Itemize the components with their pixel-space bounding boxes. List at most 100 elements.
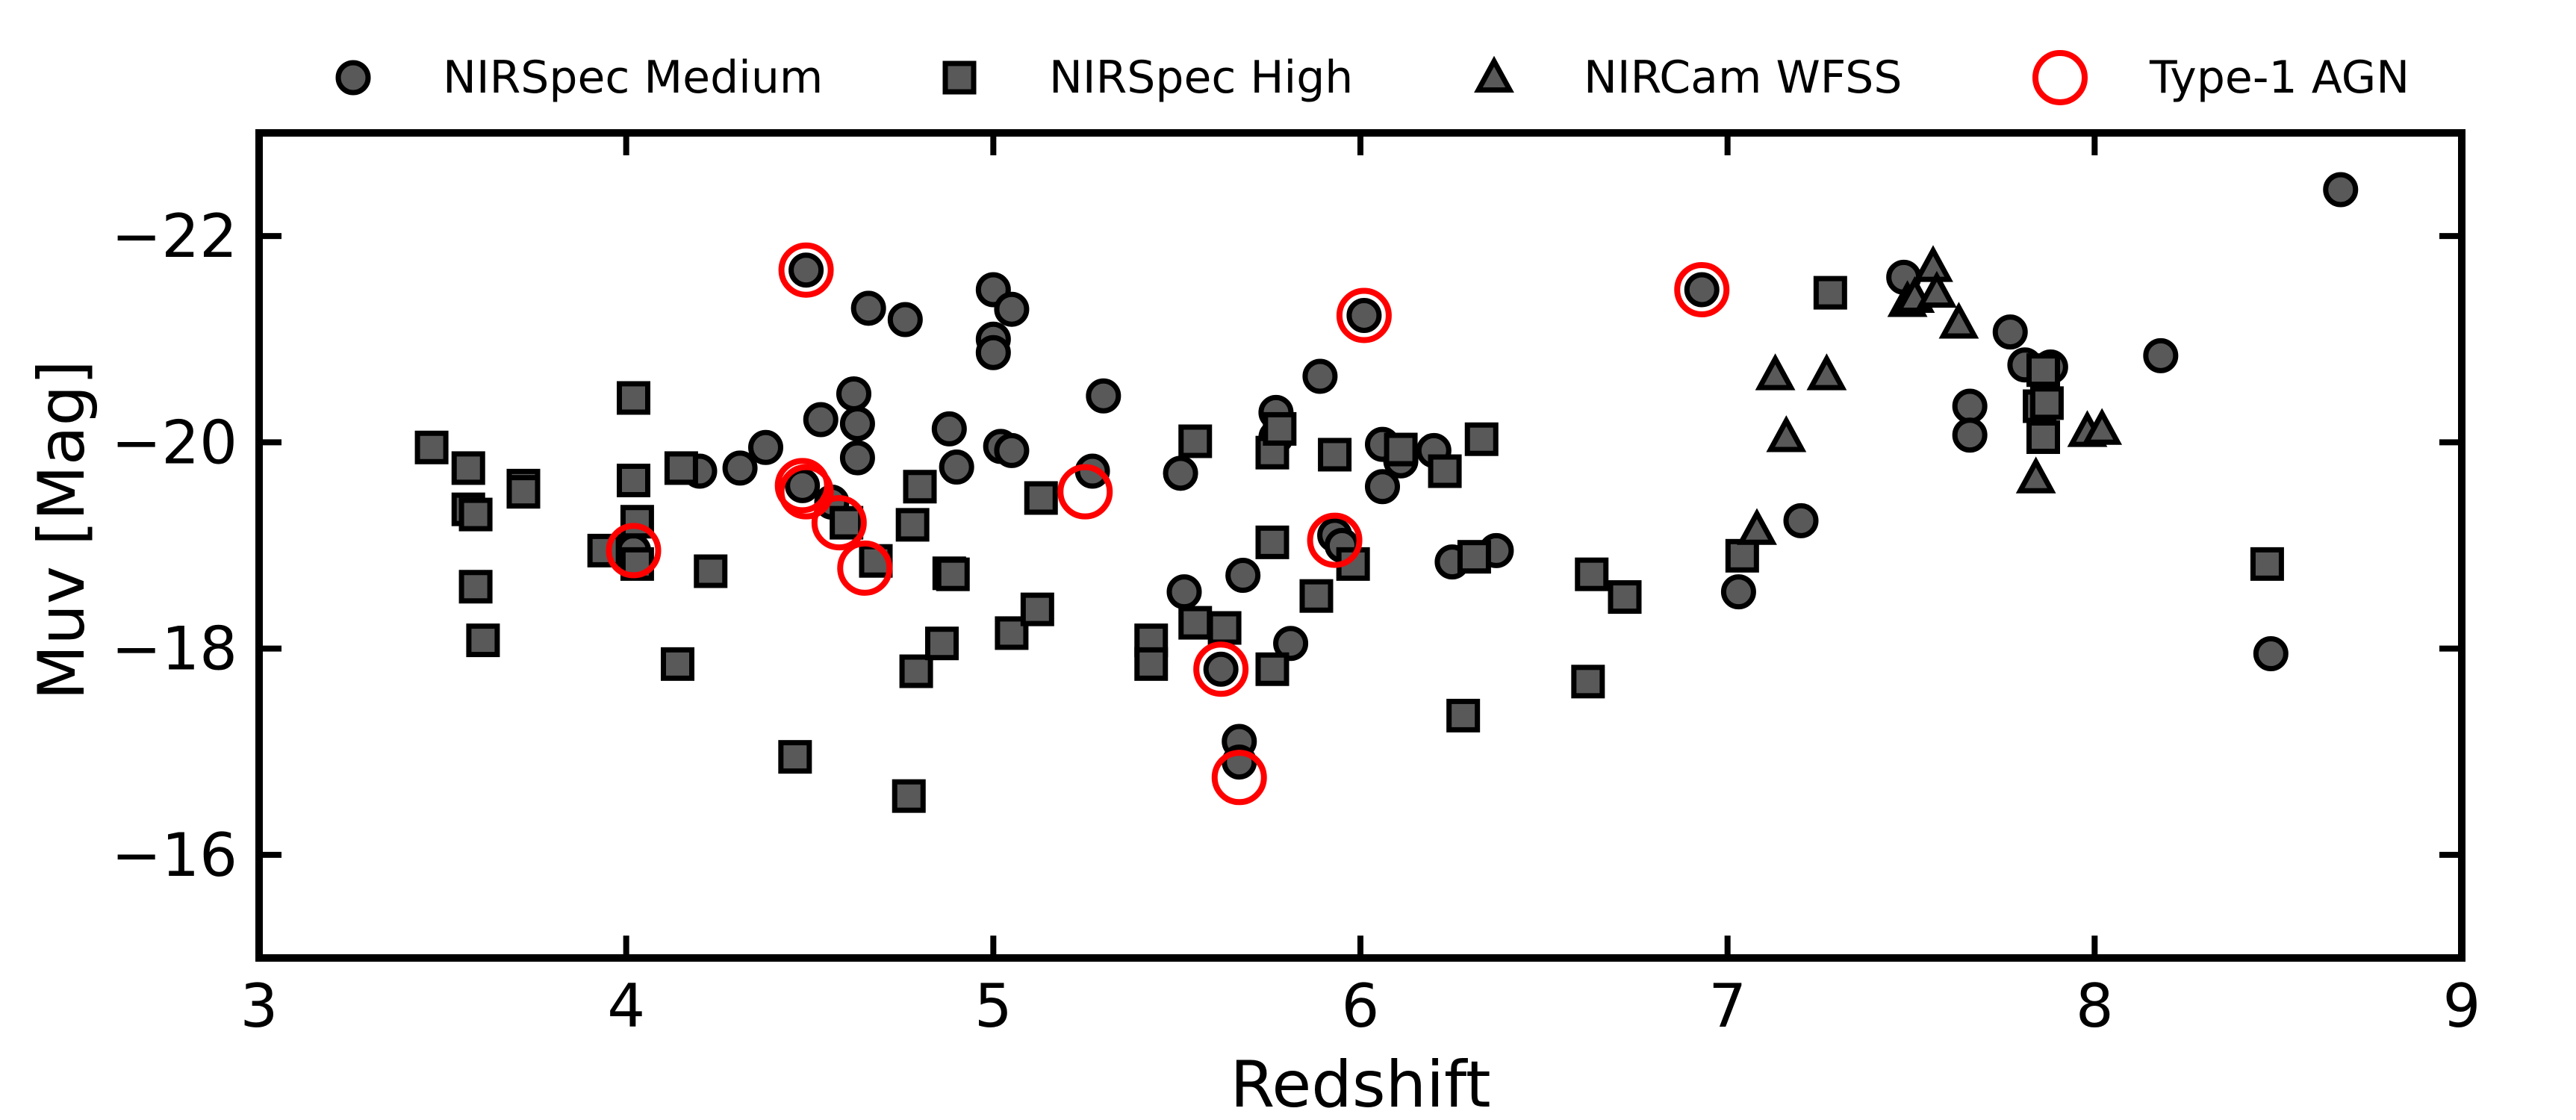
legend-label: NIRCam WFSS bbox=[1584, 52, 1902, 104]
data-point-nirspec-medium bbox=[975, 335, 1011, 370]
data-point-nirspec-high bbox=[1464, 422, 1499, 456]
data-point-nirspec-high bbox=[1428, 454, 1462, 488]
legend-marker-type-1-agn bbox=[2032, 50, 2088, 105]
data-point-nirspec-high bbox=[778, 740, 812, 774]
y-tick-label: −22 bbox=[111, 202, 237, 271]
data-point-nirspec-medium bbox=[803, 402, 839, 438]
data-point-nirspec-medium bbox=[939, 449, 974, 485]
data-point-nircam-wfss bbox=[1938, 302, 1979, 339]
data-point-nirspec-high bbox=[664, 451, 698, 485]
data-point-nirspec-high bbox=[1446, 698, 1481, 732]
legend-marker-nirspec-medium bbox=[335, 60, 371, 96]
legend-marker-nirspec-high bbox=[942, 60, 977, 95]
data-point-nirspec-medium bbox=[836, 376, 871, 411]
data-point-nirspec-high bbox=[617, 381, 650, 415]
data-point-type-1-agn bbox=[811, 495, 867, 551]
data-point-nirspec-medium bbox=[788, 252, 824, 288]
data-point-nirspec-high bbox=[936, 557, 970, 591]
x-tick-label: 7 bbox=[1708, 971, 1746, 1041]
data-point-nirspec-high bbox=[1263, 411, 1297, 446]
data-point-type-1-agn bbox=[778, 242, 834, 298]
legend-marker-nircam-wfss bbox=[1474, 55, 1514, 93]
data-point-type-1-agn bbox=[1674, 261, 1730, 317]
data-point-nirspec-high bbox=[1575, 557, 1609, 591]
legend-label: Type-1 AGN bbox=[2149, 52, 2409, 104]
legend-item-nircam-wfss: NIRCam WFSS bbox=[1474, 52, 1902, 104]
data-point-type-1-agn bbox=[1211, 750, 1267, 806]
x-tick-label: 8 bbox=[2076, 971, 2114, 1041]
data-point-nirspec-high bbox=[1571, 665, 1605, 699]
data-point-nirspec-high bbox=[1813, 276, 1847, 310]
x-tick-label: 5 bbox=[974, 971, 1012, 1041]
data-point-nirspec-high bbox=[1207, 611, 1242, 645]
data-point-nirspec-medium bbox=[1992, 314, 2028, 350]
data-point-nirspec-medium bbox=[1225, 558, 1261, 594]
data-point-nirspec-high bbox=[1255, 525, 1289, 559]
data-point-nirspec-medium bbox=[850, 290, 886, 326]
data-point-nirspec-medium bbox=[887, 302, 923, 337]
y-tick-label: −20 bbox=[111, 408, 237, 477]
data-point-nirspec-high bbox=[892, 779, 926, 813]
data-point-nircam-wfss bbox=[1755, 353, 1796, 391]
data-point-nirspec-high bbox=[1299, 579, 1334, 613]
data-point-nirspec-medium bbox=[1273, 626, 1309, 662]
legend-item-type-1-agn: Type-1 AGN bbox=[2032, 50, 2409, 105]
data-point-nircam-wfss bbox=[1917, 270, 1957, 308]
data-point-nirspec-high bbox=[925, 626, 959, 661]
legend-label: NIRSpec High bbox=[1049, 52, 1353, 104]
data-point-nirspec-medium bbox=[1684, 272, 1720, 308]
data-point-nirspec-medium bbox=[722, 450, 758, 486]
data-point-nirspec-medium bbox=[1720, 574, 1756, 610]
data-point-nirspec-medium bbox=[1783, 503, 1819, 538]
data-point-nirspec-high bbox=[414, 430, 449, 464]
data-point-nirspec-medium bbox=[1086, 378, 1121, 414]
legend-label: NIRSpec Medium bbox=[443, 52, 823, 104]
data-point-nirspec-medium bbox=[1203, 651, 1239, 687]
data-point-nirspec-medium bbox=[1365, 469, 1400, 505]
data-point-nirspec-medium bbox=[1302, 358, 1338, 394]
data-point-nirspec-high bbox=[617, 463, 650, 497]
axes bbox=[255, 129, 2465, 962]
data-point-nirspec-medium bbox=[994, 291, 1030, 327]
tick-labels: 3 4 5 6 7 8 9 −16 −18 −20 −22 bbox=[111, 202, 2480, 1041]
x-tick-label: 3 bbox=[240, 971, 279, 1041]
data-point-nirspec-high bbox=[451, 451, 485, 485]
data-point-nirspec-high bbox=[1255, 652, 1289, 686]
data-point-nirspec-medium bbox=[2253, 636, 2289, 672]
data-point-nirspec-medium bbox=[748, 429, 783, 465]
data-point-nircam-wfss bbox=[1766, 415, 1807, 452]
x-axis-title: Redshift bbox=[1230, 1048, 1490, 1120]
data-point-type-1-agn bbox=[837, 540, 893, 596]
y-tick-label: −16 bbox=[111, 821, 237, 890]
data-point-nirspec-medium bbox=[2143, 337, 2179, 373]
data-point-nirspec-high bbox=[1457, 540, 1491, 574]
data-point-nirspec-high bbox=[661, 647, 694, 681]
series-nirspec-high bbox=[414, 276, 2284, 813]
legend-item-nirspec-high: NIRSpec High bbox=[942, 52, 1353, 104]
x-tick-label: 6 bbox=[1342, 971, 1380, 1041]
data-point-nirspec-high bbox=[1384, 432, 1418, 467]
data-point-nircam-wfss bbox=[1913, 245, 1953, 282]
data-point-nirspec-high bbox=[694, 554, 728, 588]
data-point-nircam-wfss bbox=[2082, 408, 2123, 445]
data-point-nirspec-medium bbox=[1163, 455, 1198, 491]
data-point-nirspec-high bbox=[2029, 386, 2064, 420]
data-point-nirspec-medium bbox=[839, 440, 875, 476]
data-point-nirspec-medium bbox=[1952, 388, 1988, 424]
plot-marks bbox=[414, 172, 2359, 813]
x-tick-label: 4 bbox=[607, 971, 645, 1041]
data-point-nirspec-medium bbox=[1166, 574, 1202, 610]
data-point-type-1-agn bbox=[606, 523, 662, 579]
legend: NIRSpec Medium NIRSpec High NIRCam WFSS Typ… bbox=[335, 50, 2409, 105]
data-point-nirspec-high bbox=[2026, 420, 2060, 454]
data-point-nirspec-high bbox=[2250, 547, 2284, 581]
data-point-nirspec-high bbox=[1725, 538, 1759, 573]
data-point-nirspec-high bbox=[1318, 438, 1352, 472]
data-point-nirspec-medium bbox=[1952, 417, 1988, 453]
data-point-nirspec-high bbox=[1024, 481, 1058, 515]
legend-item-nirspec-medium: NIRSpec Medium bbox=[335, 52, 823, 104]
data-point-nirspec-high bbox=[2026, 353, 2060, 388]
series-nircam-wfss bbox=[1737, 245, 2123, 545]
data-point-nirspec-medium bbox=[785, 467, 821, 503]
data-point-nirspec-high bbox=[458, 497, 493, 532]
